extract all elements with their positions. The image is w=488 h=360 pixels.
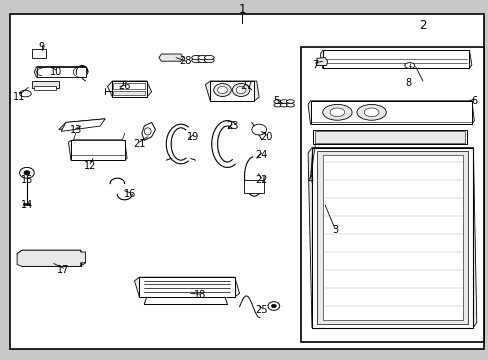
Text: 27: 27 bbox=[240, 81, 253, 91]
Bar bbox=[73, 139, 122, 140]
Bar bbox=[322, 155, 462, 320]
Polygon shape bbox=[320, 50, 471, 68]
Ellipse shape bbox=[191, 55, 201, 60]
Text: 24: 24 bbox=[255, 150, 267, 160]
Polygon shape bbox=[159, 54, 183, 61]
Ellipse shape bbox=[24, 171, 30, 175]
Bar bbox=[113, 91, 145, 95]
Ellipse shape bbox=[20, 90, 31, 97]
Bar bbox=[210, 81, 254, 101]
Ellipse shape bbox=[280, 100, 287, 103]
Ellipse shape bbox=[280, 103, 287, 107]
Bar bbox=[22, 252, 81, 266]
Ellipse shape bbox=[213, 84, 231, 96]
Text: 22: 22 bbox=[255, 175, 267, 185]
Bar bbox=[32, 81, 59, 88]
Text: 17: 17 bbox=[57, 265, 70, 275]
Ellipse shape bbox=[356, 104, 386, 120]
Ellipse shape bbox=[273, 100, 281, 103]
Polygon shape bbox=[61, 119, 105, 131]
Ellipse shape bbox=[364, 108, 378, 117]
Ellipse shape bbox=[204, 58, 214, 63]
Polygon shape bbox=[134, 277, 239, 297]
Text: 23: 23 bbox=[225, 121, 238, 131]
Ellipse shape bbox=[404, 63, 414, 68]
Text: 13: 13 bbox=[69, 125, 82, 135]
Text: 20: 20 bbox=[260, 132, 272, 142]
Text: 28: 28 bbox=[179, 56, 192, 66]
Bar bbox=[32, 49, 46, 58]
Polygon shape bbox=[59, 119, 105, 130]
Ellipse shape bbox=[286, 100, 294, 103]
Text: 8: 8 bbox=[405, 78, 410, 88]
Bar bbox=[113, 83, 145, 89]
Text: 7: 7 bbox=[312, 60, 318, 70]
Polygon shape bbox=[17, 250, 85, 266]
Text: 15: 15 bbox=[20, 175, 33, 185]
Text: 25: 25 bbox=[255, 305, 267, 315]
Ellipse shape bbox=[273, 103, 281, 107]
Polygon shape bbox=[205, 81, 259, 101]
Ellipse shape bbox=[144, 128, 151, 135]
Bar bbox=[139, 277, 234, 297]
Bar bbox=[23, 203, 30, 205]
Polygon shape bbox=[307, 148, 476, 328]
Ellipse shape bbox=[286, 103, 294, 107]
Ellipse shape bbox=[232, 84, 249, 96]
Bar bbox=[300, 47, 483, 342]
Text: 26: 26 bbox=[118, 81, 131, 91]
Ellipse shape bbox=[271, 304, 276, 308]
Ellipse shape bbox=[236, 86, 245, 94]
Text: 2: 2 bbox=[418, 19, 426, 32]
Ellipse shape bbox=[267, 302, 279, 310]
Ellipse shape bbox=[198, 55, 207, 60]
Bar bbox=[112, 81, 146, 97]
Text: 10: 10 bbox=[50, 67, 62, 77]
Polygon shape bbox=[107, 81, 151, 97]
Polygon shape bbox=[68, 140, 127, 160]
Ellipse shape bbox=[204, 55, 214, 60]
Text: 19: 19 bbox=[186, 132, 199, 142]
Bar bbox=[312, 130, 466, 144]
Ellipse shape bbox=[217, 86, 227, 94]
Text: 9: 9 bbox=[39, 42, 44, 52]
Polygon shape bbox=[307, 101, 473, 124]
Bar bbox=[34, 86, 56, 90]
Ellipse shape bbox=[198, 58, 207, 63]
Polygon shape bbox=[244, 180, 264, 193]
Polygon shape bbox=[142, 122, 155, 140]
Polygon shape bbox=[17, 250, 85, 266]
Polygon shape bbox=[316, 58, 327, 66]
Ellipse shape bbox=[322, 104, 351, 120]
Bar bbox=[311, 148, 472, 328]
Bar bbox=[310, 101, 471, 124]
Text: 12: 12 bbox=[84, 161, 97, 171]
Text: 11: 11 bbox=[13, 92, 26, 102]
Text: 5: 5 bbox=[273, 96, 279, 106]
Polygon shape bbox=[34, 67, 88, 77]
Bar bbox=[322, 50, 468, 68]
Text: 21: 21 bbox=[133, 139, 145, 149]
Text: 1: 1 bbox=[238, 3, 245, 15]
Bar bbox=[315, 131, 464, 143]
Ellipse shape bbox=[20, 167, 34, 178]
Text: 18: 18 bbox=[194, 290, 206, 300]
Text: 3: 3 bbox=[331, 225, 337, 235]
Text: 16: 16 bbox=[123, 189, 136, 199]
Ellipse shape bbox=[191, 58, 201, 63]
Text: 14: 14 bbox=[20, 200, 33, 210]
Bar bbox=[316, 151, 468, 324]
Ellipse shape bbox=[329, 108, 344, 117]
Text: 6: 6 bbox=[470, 96, 476, 106]
Bar bbox=[71, 140, 124, 160]
Bar bbox=[37, 67, 85, 77]
Text: 4: 4 bbox=[307, 175, 313, 185]
